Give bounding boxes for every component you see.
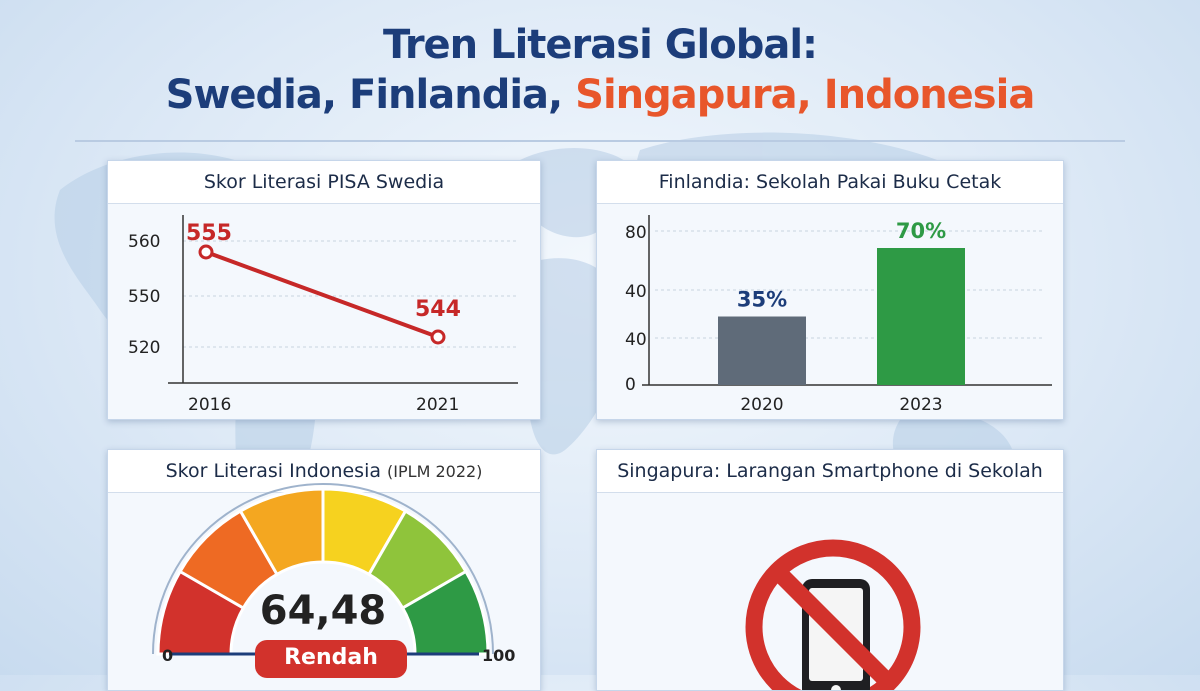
- page-title-line1: Tren Literasi Global:: [382, 22, 818, 68]
- ban-circle: [745, 539, 921, 690]
- finland-chart-title: Finlandia: Sekolah Pakai Buku Cetak: [597, 161, 1063, 204]
- sweden-y-tick-label: 560: [128, 232, 160, 252]
- page-title-line2: Swedia, Finlandia, Singapura, Indonesia: [0, 72, 1200, 118]
- title-divider: [75, 140, 1125, 142]
- sweden-data-point: [430, 329, 446, 345]
- sweden-x-tick-label: 2021: [416, 395, 459, 415]
- indonesia-gauge-title-main: Skor Literasi Indonesia: [165, 460, 381, 482]
- sweden-data-label: 544: [415, 297, 461, 322]
- sweden-line-chart: 560 550 520 555 544 2016 2021: [128, 215, 518, 415]
- sweden-y-tick-label: 550: [128, 287, 160, 307]
- finland-y-tick-label: 40: [625, 330, 647, 350]
- sweden-x-tick-label: 2016: [188, 395, 231, 415]
- finland-data-label: 70%: [896, 219, 946, 243]
- sweden-series-line: [205, 250, 439, 339]
- finland-y-tick-label: 0: [625, 375, 636, 395]
- gauge-segment: [400, 569, 490, 656]
- finland-chart-card: Finlandia: Sekolah Pakai Buku Cetak 80 40…: [596, 160, 1064, 420]
- gauge-outline: [152, 483, 494, 655]
- gauge-min-label: 0: [162, 646, 174, 665]
- finland-y-tick-label: 80: [625, 223, 647, 243]
- finland-bar-chart: 80 40 40 0 35% 2020 70% 2023: [625, 215, 1052, 415]
- finland-y-tick-label: 40: [625, 282, 647, 302]
- sweden-chart-card: Skor Literasi PISA Swedia 560 550 520 555 54…: [107, 160, 541, 420]
- gauge-status-badge: Rendah: [255, 640, 407, 678]
- sweden-data-label: 555: [186, 221, 232, 246]
- ban-slash: [770, 564, 896, 690]
- finland-bar: [877, 248, 965, 385]
- indonesia-gauge-title-note: (IPLM 2022): [387, 462, 483, 481]
- sweden-chart-title: Skor Literasi PISA Swedia: [108, 161, 540, 204]
- gauge-max-label: 100: [482, 646, 516, 665]
- finland-bar: [718, 316, 806, 385]
- singapore-card: Singapura: Larangan Smartphone di Sekola…: [596, 449, 1064, 691]
- sweden-data-point: [198, 244, 214, 260]
- literacy-gauge: [152, 483, 494, 656]
- no-smartphone-icon: [745, 539, 921, 690]
- sweden-y-tick-label: 520: [128, 338, 160, 358]
- singapore-title: Singapura: Larangan Smartphone di Sekola…: [597, 450, 1063, 493]
- gauge-value: 64,48: [259, 588, 387, 634]
- title-countries-accent: Singapura, Indonesia: [575, 72, 1035, 118]
- title-countries-main: Swedia, Finlandia,: [165, 72, 576, 118]
- finland-data-label: 35%: [737, 288, 787, 312]
- finland-x-tick-label: 2020: [740, 395, 783, 415]
- finland-x-tick-label: 2023: [899, 395, 942, 415]
- indonesia-gauge-title: Skor Literasi Indonesia (IPLM 2022): [108, 450, 540, 493]
